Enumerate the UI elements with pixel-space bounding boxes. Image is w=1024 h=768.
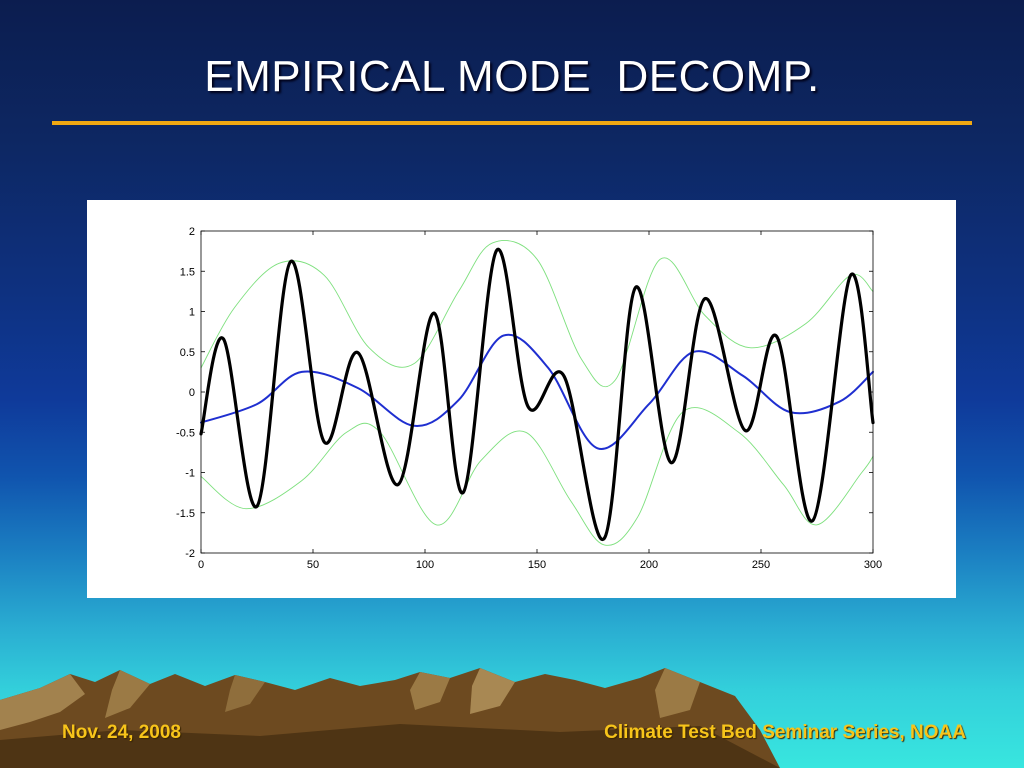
mean-line [200, 333, 874, 450]
y-tick-label: 0 [189, 387, 195, 399]
mean-series-group [200, 333, 874, 450]
plot-frame [200, 230, 874, 554]
x-tick-label: 50 [307, 559, 319, 571]
emd-chart: 0 50 100 150 200 250 300 2 1.5 1 0.5 0 -0.5 -1 -1.5 -2 [176, 226, 882, 571]
x-tick-label: 150 [528, 559, 546, 571]
x-tick-label: 200 [640, 559, 658, 571]
mountain-range-illustration [0, 668, 780, 768]
y-tick-label: -2 [185, 548, 195, 560]
chart-axes: 0 50 100 150 200 250 300 2 1.5 1 0.5 0 -0.5 -1 -1.5 -2 [176, 226, 882, 571]
y-tick-label: 1.5 [180, 266, 195, 278]
upper-envelope-line [200, 240, 874, 388]
x-tick-label: 100 [416, 559, 434, 571]
y-tick-label: 0.5 [180, 347, 195, 359]
lower-envelope-line [200, 407, 874, 546]
y-tick-label: -0.5 [176, 427, 195, 439]
x-tick-label: 250 [752, 559, 770, 571]
x-tick-label: 300 [864, 559, 882, 571]
footer-date: Nov. 24, 2008 [62, 722, 182, 743]
chart-panel: 0 50 100 150 200 250 300 2 1.5 1 0.5 0 -0.5 -1 -1.5 -2 [87, 200, 956, 598]
y-tick-label: 2 [189, 226, 195, 238]
y-tick-label: 1 [189, 307, 195, 319]
signal-line [199, 248, 875, 541]
y-tick-label: -1.5 [176, 508, 195, 520]
x-tick-label: 0 [198, 559, 204, 571]
footer-series-name: Climate Test Bed Seminar Series, NOAA [604, 722, 966, 743]
envelope-series-group [200, 240, 874, 546]
title-underline [52, 121, 972, 125]
slide-title: EMPIRICAL MODE DECOMP. [204, 52, 820, 101]
signal-series-group [199, 248, 875, 541]
y-tick-label: -1 [185, 468, 195, 480]
